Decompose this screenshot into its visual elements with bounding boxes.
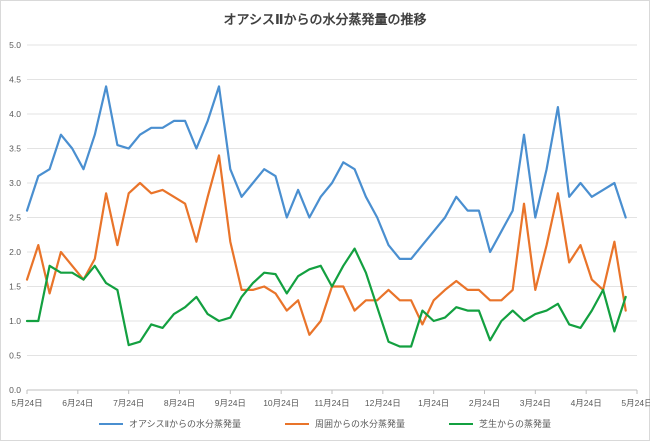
series-line-0 (25, 85, 627, 260)
x-tick-label: 2月24日 (469, 398, 500, 408)
y-tick-label: 0.5 (9, 351, 21, 361)
chart-title: オアシスⅡからの水分蒸発量の推移 (223, 13, 427, 28)
y-tick-label: 5.0 (9, 40, 21, 50)
x-tick-label: 3月24日 (520, 398, 551, 408)
legend-item-surroundings: 周囲からの水分蒸発量 (285, 417, 405, 430)
legend-label-surroundings: 周囲からの水分蒸発量 (315, 420, 406, 430)
x-tick-label: 6月24日 (62, 398, 93, 408)
legend-swatch-surroundings (285, 422, 310, 425)
x-tick-label: 4月24日 (571, 398, 602, 408)
series-line-1 (25, 154, 627, 336)
y-tick-label: 3.5 (9, 144, 21, 154)
legend-item-oasis: オアシスⅡからの水分蒸発量 (98, 417, 242, 430)
x-tick-label: 5月24日 (621, 398, 650, 408)
x-tick-label: 11月24日 (314, 398, 349, 408)
chart-legend: オアシスⅡからの水分蒸発量 周囲からの水分蒸発量 芝生からの蒸発量 (0, 417, 650, 430)
x-tick-label: 7月24日 (113, 398, 144, 408)
y-tick-label: 3.0 (9, 178, 21, 188)
y-tick-label: 4.5 (9, 75, 21, 85)
y-tick-label: 4.0 (9, 109, 21, 119)
legend-label-lawn: 芝生からの蒸発量 (479, 420, 552, 430)
x-tick-label: 5月24日 (11, 398, 42, 408)
x-tick-label: 8月24日 (164, 398, 195, 408)
y-tick-label: 1.0 (9, 316, 21, 326)
y-tick-label: 0.0 (9, 385, 21, 395)
x-tick-label: 12月24日 (365, 398, 401, 408)
legend-item-lawn: 芝生からの蒸発量 (449, 417, 551, 430)
x-tick-label: 1月24日 (418, 398, 449, 408)
x-tick-label: 10月24日 (263, 398, 299, 408)
legend-swatch-oasis (98, 422, 123, 425)
legend-swatch-lawn (449, 422, 474, 425)
legend-label-oasis: オアシスⅡからの水分蒸発量 (128, 420, 242, 430)
x-tick-label: 9月24日 (215, 398, 246, 408)
y-tick-label: 2.0 (9, 247, 21, 257)
y-tick-label: 1.5 (9, 282, 21, 292)
y-tick-label: 2.5 (9, 213, 21, 223)
series-line-2 (25, 247, 627, 348)
